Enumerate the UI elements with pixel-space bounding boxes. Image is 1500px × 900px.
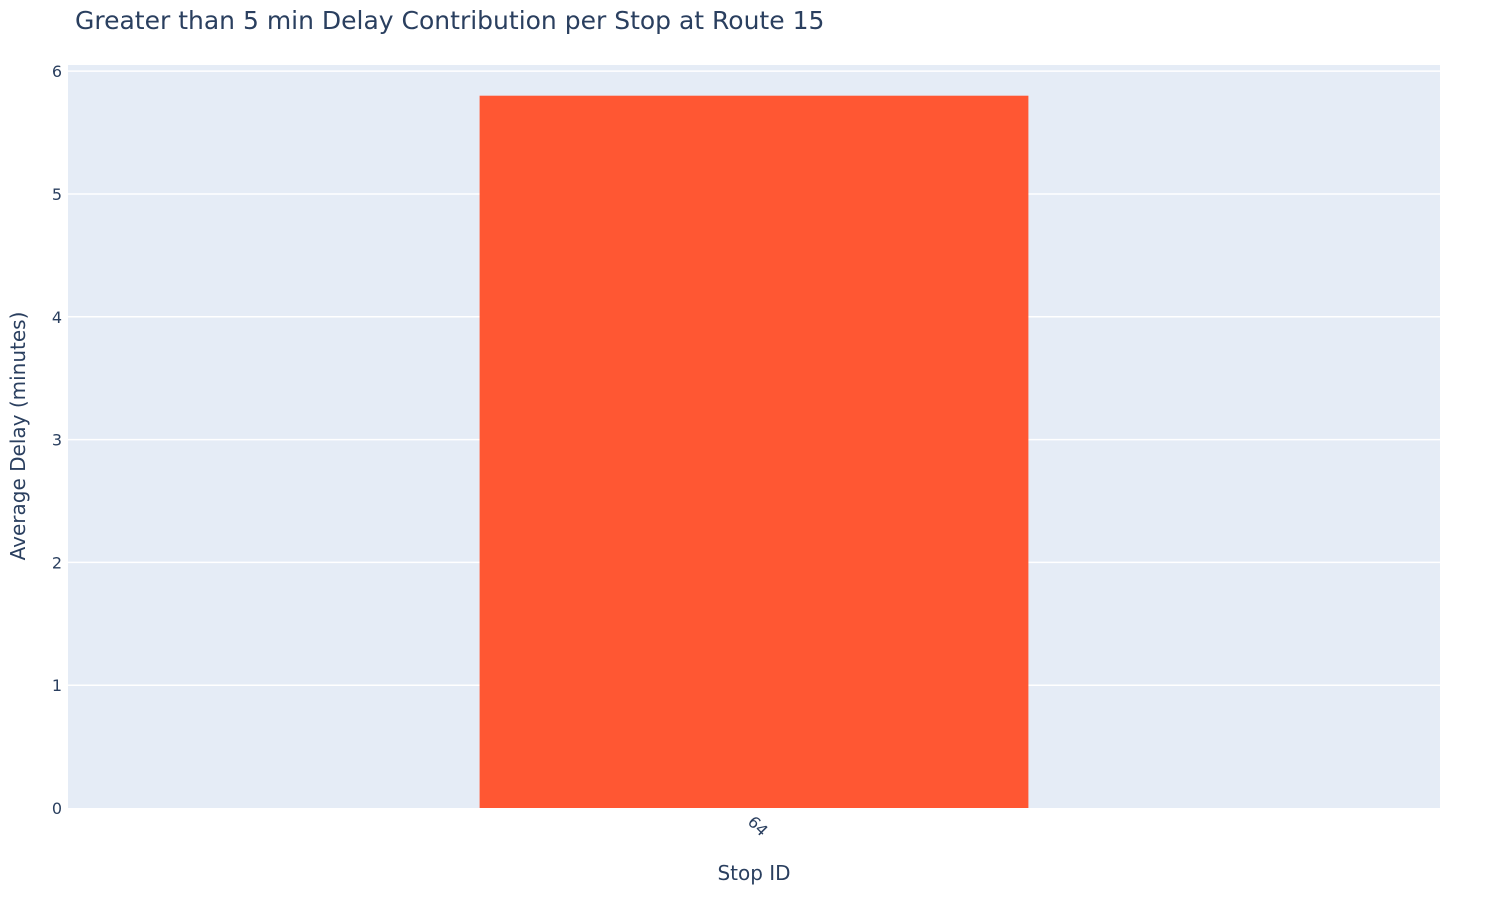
y-tick-label: 2 [52,553,62,572]
y-tick-label: 4 [52,308,62,327]
x-axis-title: Stop ID [717,861,790,885]
y-axis-title: Average Delay (minutes) [6,312,30,561]
bars[interactable] [479,95,1029,809]
y-tick-labels: 0 1 2 3 4 5 6 [52,62,62,818]
y-tick-label: 6 [52,62,62,81]
y-tick-label: 3 [52,431,62,450]
y-tick-label: 0 [52,799,62,818]
bar-stop-64[interactable] [479,95,1029,809]
x-tick-labels: 64 [744,812,772,840]
y-tick-label: 1 [52,676,62,695]
chart-title: Greater than 5 min Delay Contribution pe… [75,6,824,35]
y-tick-label: 5 [52,185,62,204]
x-tick-label: 64 [744,812,772,840]
